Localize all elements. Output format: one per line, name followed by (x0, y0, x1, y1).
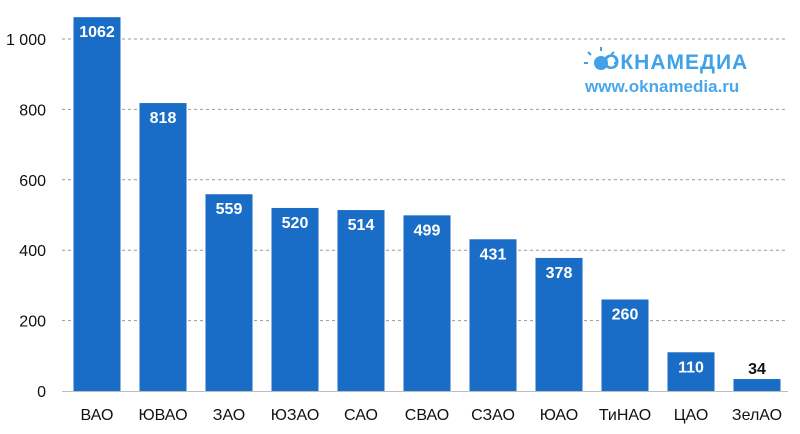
x-tick-label: ЗелАО (732, 407, 782, 424)
bar-6 (403, 215, 451, 391)
y-tick-label: 1 000 (6, 32, 46, 49)
bar-3 (205, 194, 253, 391)
x-tick-label: ЦАО (674, 407, 709, 424)
bar-8 (535, 257, 583, 391)
x-tick-label: СВАО (405, 407, 449, 424)
watermark-url: www.oknamedia.ru (584, 77, 739, 96)
bar-11 (733, 379, 781, 391)
x-tick-label: ЗАО (213, 407, 245, 424)
x-tick-label: ВАО (81, 407, 114, 424)
y-axis: 0 200 400 600 800 1 000 (6, 32, 46, 401)
value-label: 499 (414, 222, 441, 239)
x-tick-label: САО (344, 407, 378, 424)
x-tick-label: СЗАО (471, 407, 515, 424)
value-label: 514 (348, 217, 375, 234)
value-label: 260 (612, 306, 639, 323)
y-tick-label: 400 (19, 243, 46, 260)
sun-logo-icon (584, 47, 618, 70)
y-tick-label: 800 (19, 102, 46, 119)
bar-5 (337, 210, 385, 391)
watermark-brand: ОКНАМЕДИА (603, 51, 748, 74)
value-label: 1062 (79, 24, 115, 41)
value-label: 559 (216, 201, 243, 218)
y-tick-label: 200 (19, 314, 46, 331)
x-axis: ВАО ЮВАО ЗАО ЮЗАО САО СВАО СЗАО ЮАО ТиНАО ЦАО ЗелА… (81, 407, 783, 424)
value-label: 818 (150, 110, 177, 127)
bar-9 (601, 299, 649, 391)
bar-10 (667, 352, 715, 391)
bar-2 (139, 103, 187, 392)
bar-4 (271, 207, 319, 391)
value-label: 34 (748, 361, 766, 378)
value-label: 520 (282, 215, 309, 232)
value-label: 110 (678, 359, 704, 376)
value-label: 431 (480, 246, 507, 263)
x-tick-label: ТиНАО (599, 407, 651, 424)
y-tick-label: 600 (19, 173, 46, 190)
y-tick-label: 0 (37, 384, 46, 401)
x-tick-label: ЮВАО (138, 407, 187, 424)
x-tick-label: ЮАО (540, 407, 578, 424)
x-tick-label: ЮЗАО (271, 407, 320, 424)
bar-1 (73, 17, 121, 392)
value-labels: 1062 818 559 520 514 499 431 378 260 110 34 (79, 24, 766, 378)
bar-7 (469, 239, 517, 391)
bars (73, 17, 781, 392)
watermark: ОКНАМЕДИА www.oknamedia.ru (584, 47, 748, 96)
value-label: 378 (546, 265, 573, 282)
